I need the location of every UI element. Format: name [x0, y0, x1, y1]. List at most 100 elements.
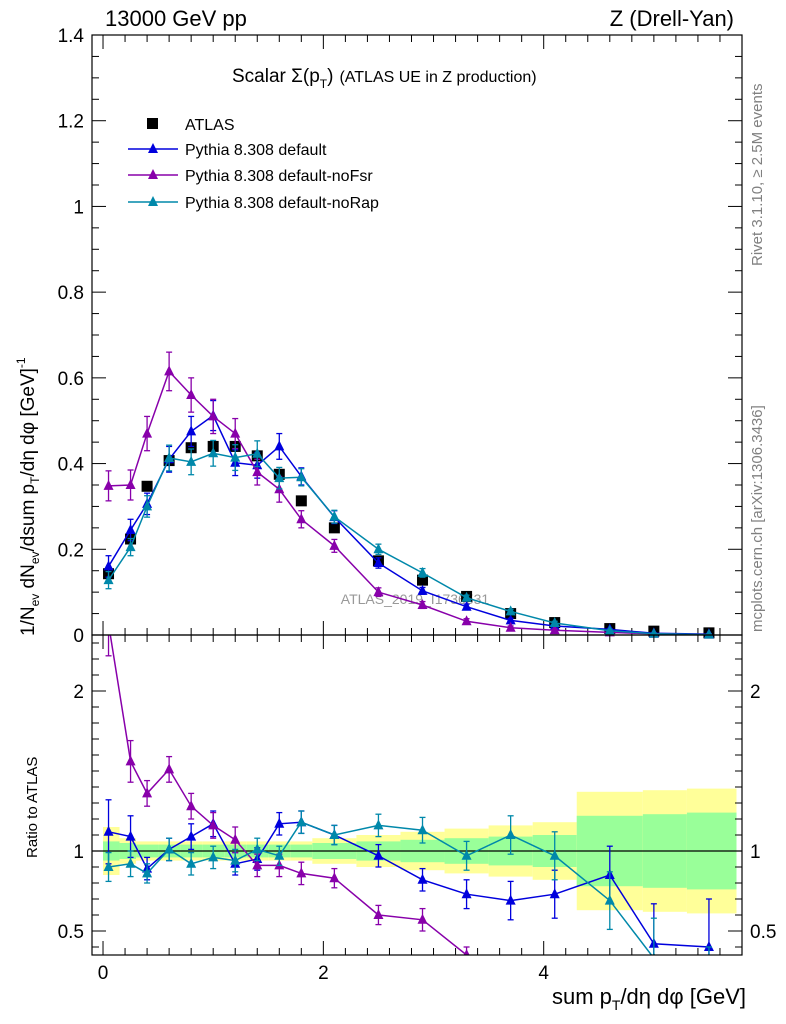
- series-point-3: [274, 472, 285, 483]
- main-series: [103, 351, 715, 639]
- ratio-point-2: [125, 857, 136, 868]
- series-point-2: [186, 389, 197, 399]
- ratio-line-1: [109, 635, 468, 955]
- atlas-point: [185, 442, 197, 454]
- legend-label-norap: Pythia 8.308 default-noRap: [185, 195, 379, 212]
- plot-title: Scalar Σ(pT) (ATLAS UE in Z production): [232, 66, 537, 91]
- ratio-point-2: [164, 843, 175, 854]
- main-ytick-label: 1.4: [58, 26, 85, 47]
- ratio-axes: 0.5 0.5 1 1 2 2 0 2 4: [58, 635, 776, 984]
- ratio-ytick-label-right: 0.5: [750, 922, 776, 943]
- series-point-1: [103, 560, 114, 571]
- series-point-3: [461, 591, 472, 602]
- ratio-point-2: [103, 861, 114, 871]
- legend-marker-nofsr: [148, 169, 158, 179]
- ratio-ytick-label: 2: [73, 682, 84, 703]
- series-point-3: [604, 624, 615, 635]
- main-ytick-label: 0.2: [58, 540, 84, 561]
- series-point-1: [186, 425, 197, 436]
- ratio-point-1: [417, 913, 428, 924]
- main-axes: 0 0.2 0.4 0.6 0.8 1 1.2 1.4: [58, 26, 742, 647]
- series-point-3: [252, 447, 263, 458]
- legend-label-default: Pythia 8.308 default: [185, 142, 327, 159]
- series-point-2: [549, 624, 560, 635]
- series-point-3: [186, 455, 197, 466]
- ratio-ytick-label-right: 1: [750, 842, 761, 863]
- series-point-2: [142, 427, 153, 438]
- ratio-xtick-label: 2: [318, 963, 329, 984]
- series-point-1: [461, 600, 472, 611]
- ratio-point-1: [142, 787, 153, 798]
- series-point-3: [329, 510, 340, 521]
- series-line-3: [107, 452, 709, 636]
- series-point-2: [103, 479, 114, 490]
- series-point-1: [505, 614, 516, 625]
- ratio-ytick-label: 0.5: [58, 922, 84, 943]
- series-point-3: [208, 447, 219, 458]
- atlas-point: [141, 480, 153, 492]
- series-point-2: [208, 410, 219, 421]
- ratio-point-0: [417, 873, 428, 884]
- main-ytick-label: 0: [73, 626, 84, 647]
- ratio-point-2: [252, 843, 263, 854]
- header-left: 13000 GeV pp: [105, 6, 247, 31]
- ratio-series: [103, 618, 714, 955]
- main-ytick-label: 1.2: [58, 112, 84, 133]
- series-point-2: [329, 539, 340, 550]
- ratio-point-1: [463, 949, 470, 955]
- series-point-2: [125, 479, 136, 489]
- rivet-label: Rivet 3.1.10, ≥ 2.5M events: [749, 84, 766, 267]
- series-point-1: [417, 584, 428, 595]
- ratio-point-2: [417, 824, 428, 835]
- ratio-point-0: [505, 894, 516, 905]
- main-panel: 00.20.40.60.811.21.4 ATLAS_2019_I1736531…: [14, 26, 743, 647]
- ratio-point-2: [505, 829, 516, 839]
- atlas-point: [295, 495, 307, 507]
- series-point-2: [230, 427, 241, 438]
- ratio-point-2: [373, 819, 384, 830]
- legend-marker-norap: [148, 196, 158, 206]
- series-point-1: [373, 557, 384, 567]
- ratio-point-0: [186, 830, 197, 841]
- main-ytick-label: 1: [73, 197, 84, 218]
- ratio-point-1: [230, 833, 241, 844]
- series-point-2: [505, 621, 516, 632]
- ratio-point-1: [164, 763, 175, 774]
- y-axis-label: 1/Nev dNev/dsum pT/dη dφ [GeV]-1: [14, 357, 42, 636]
- main-ytick-label: 0.6: [58, 369, 84, 390]
- series-point-3: [103, 574, 114, 585]
- ratio-frame: [91, 634, 743, 956]
- ratio-ytick-label: 1: [73, 842, 84, 863]
- series-point-3: [549, 617, 560, 627]
- series-point-3: [142, 500, 153, 511]
- ratio-point-1: [186, 800, 197, 811]
- header-right: Z (Drell-Yan): [610, 6, 734, 31]
- ratio-point-1: [104, 618, 114, 628]
- series-point-2: [296, 513, 307, 524]
- ratio-point-2: [329, 829, 340, 839]
- ratio-point-0: [549, 888, 560, 899]
- atlas-point: [417, 574, 429, 586]
- legend-marker-default: [148, 143, 158, 153]
- ratio-point-1: [329, 872, 340, 883]
- atlas-point: [328, 522, 340, 534]
- ratio-point-0: [461, 888, 472, 899]
- series-point-1: [125, 524, 136, 534]
- ratio-point-0: [103, 825, 114, 836]
- ratio-xtick-label: 0: [98, 963, 109, 984]
- legend: ATLAS Pythia 8.308 default Pythia 8.308 …: [128, 117, 379, 212]
- ratio-point-0: [274, 817, 285, 828]
- series-point-2: [417, 599, 428, 609]
- ratio-point-0: [703, 941, 714, 951]
- ratio-point-2: [208, 851, 219, 862]
- ratio-point-2: [604, 894, 615, 905]
- ratio-series-group: [103, 618, 714, 955]
- ratio-y-label: Ratio to ATLAS: [24, 757, 41, 858]
- series-point-3: [505, 605, 516, 616]
- ratio-ytick-label-right: 2: [750, 682, 761, 703]
- series-point-3: [125, 541, 136, 552]
- ratio-point-2: [296, 816, 307, 827]
- series-point-1: [274, 440, 285, 451]
- x-axis-label: sum pT/dη dφ [GeV]: [552, 984, 746, 1013]
